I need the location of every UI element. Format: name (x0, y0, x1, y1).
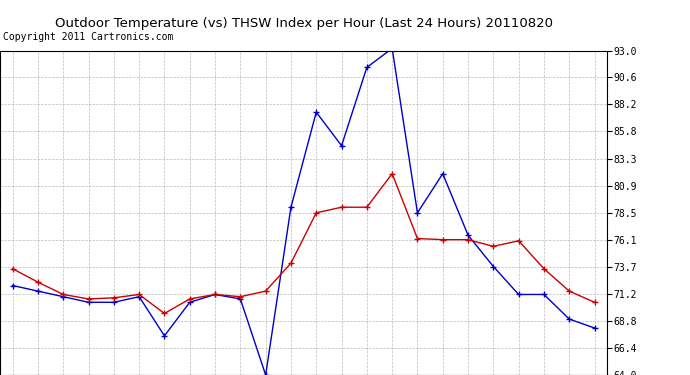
Text: Outdoor Temperature (vs) THSW Index per Hour (Last 24 Hours) 20110820: Outdoor Temperature (vs) THSW Index per … (55, 17, 553, 30)
Text: Copyright 2011 Cartronics.com: Copyright 2011 Cartronics.com (3, 32, 174, 42)
